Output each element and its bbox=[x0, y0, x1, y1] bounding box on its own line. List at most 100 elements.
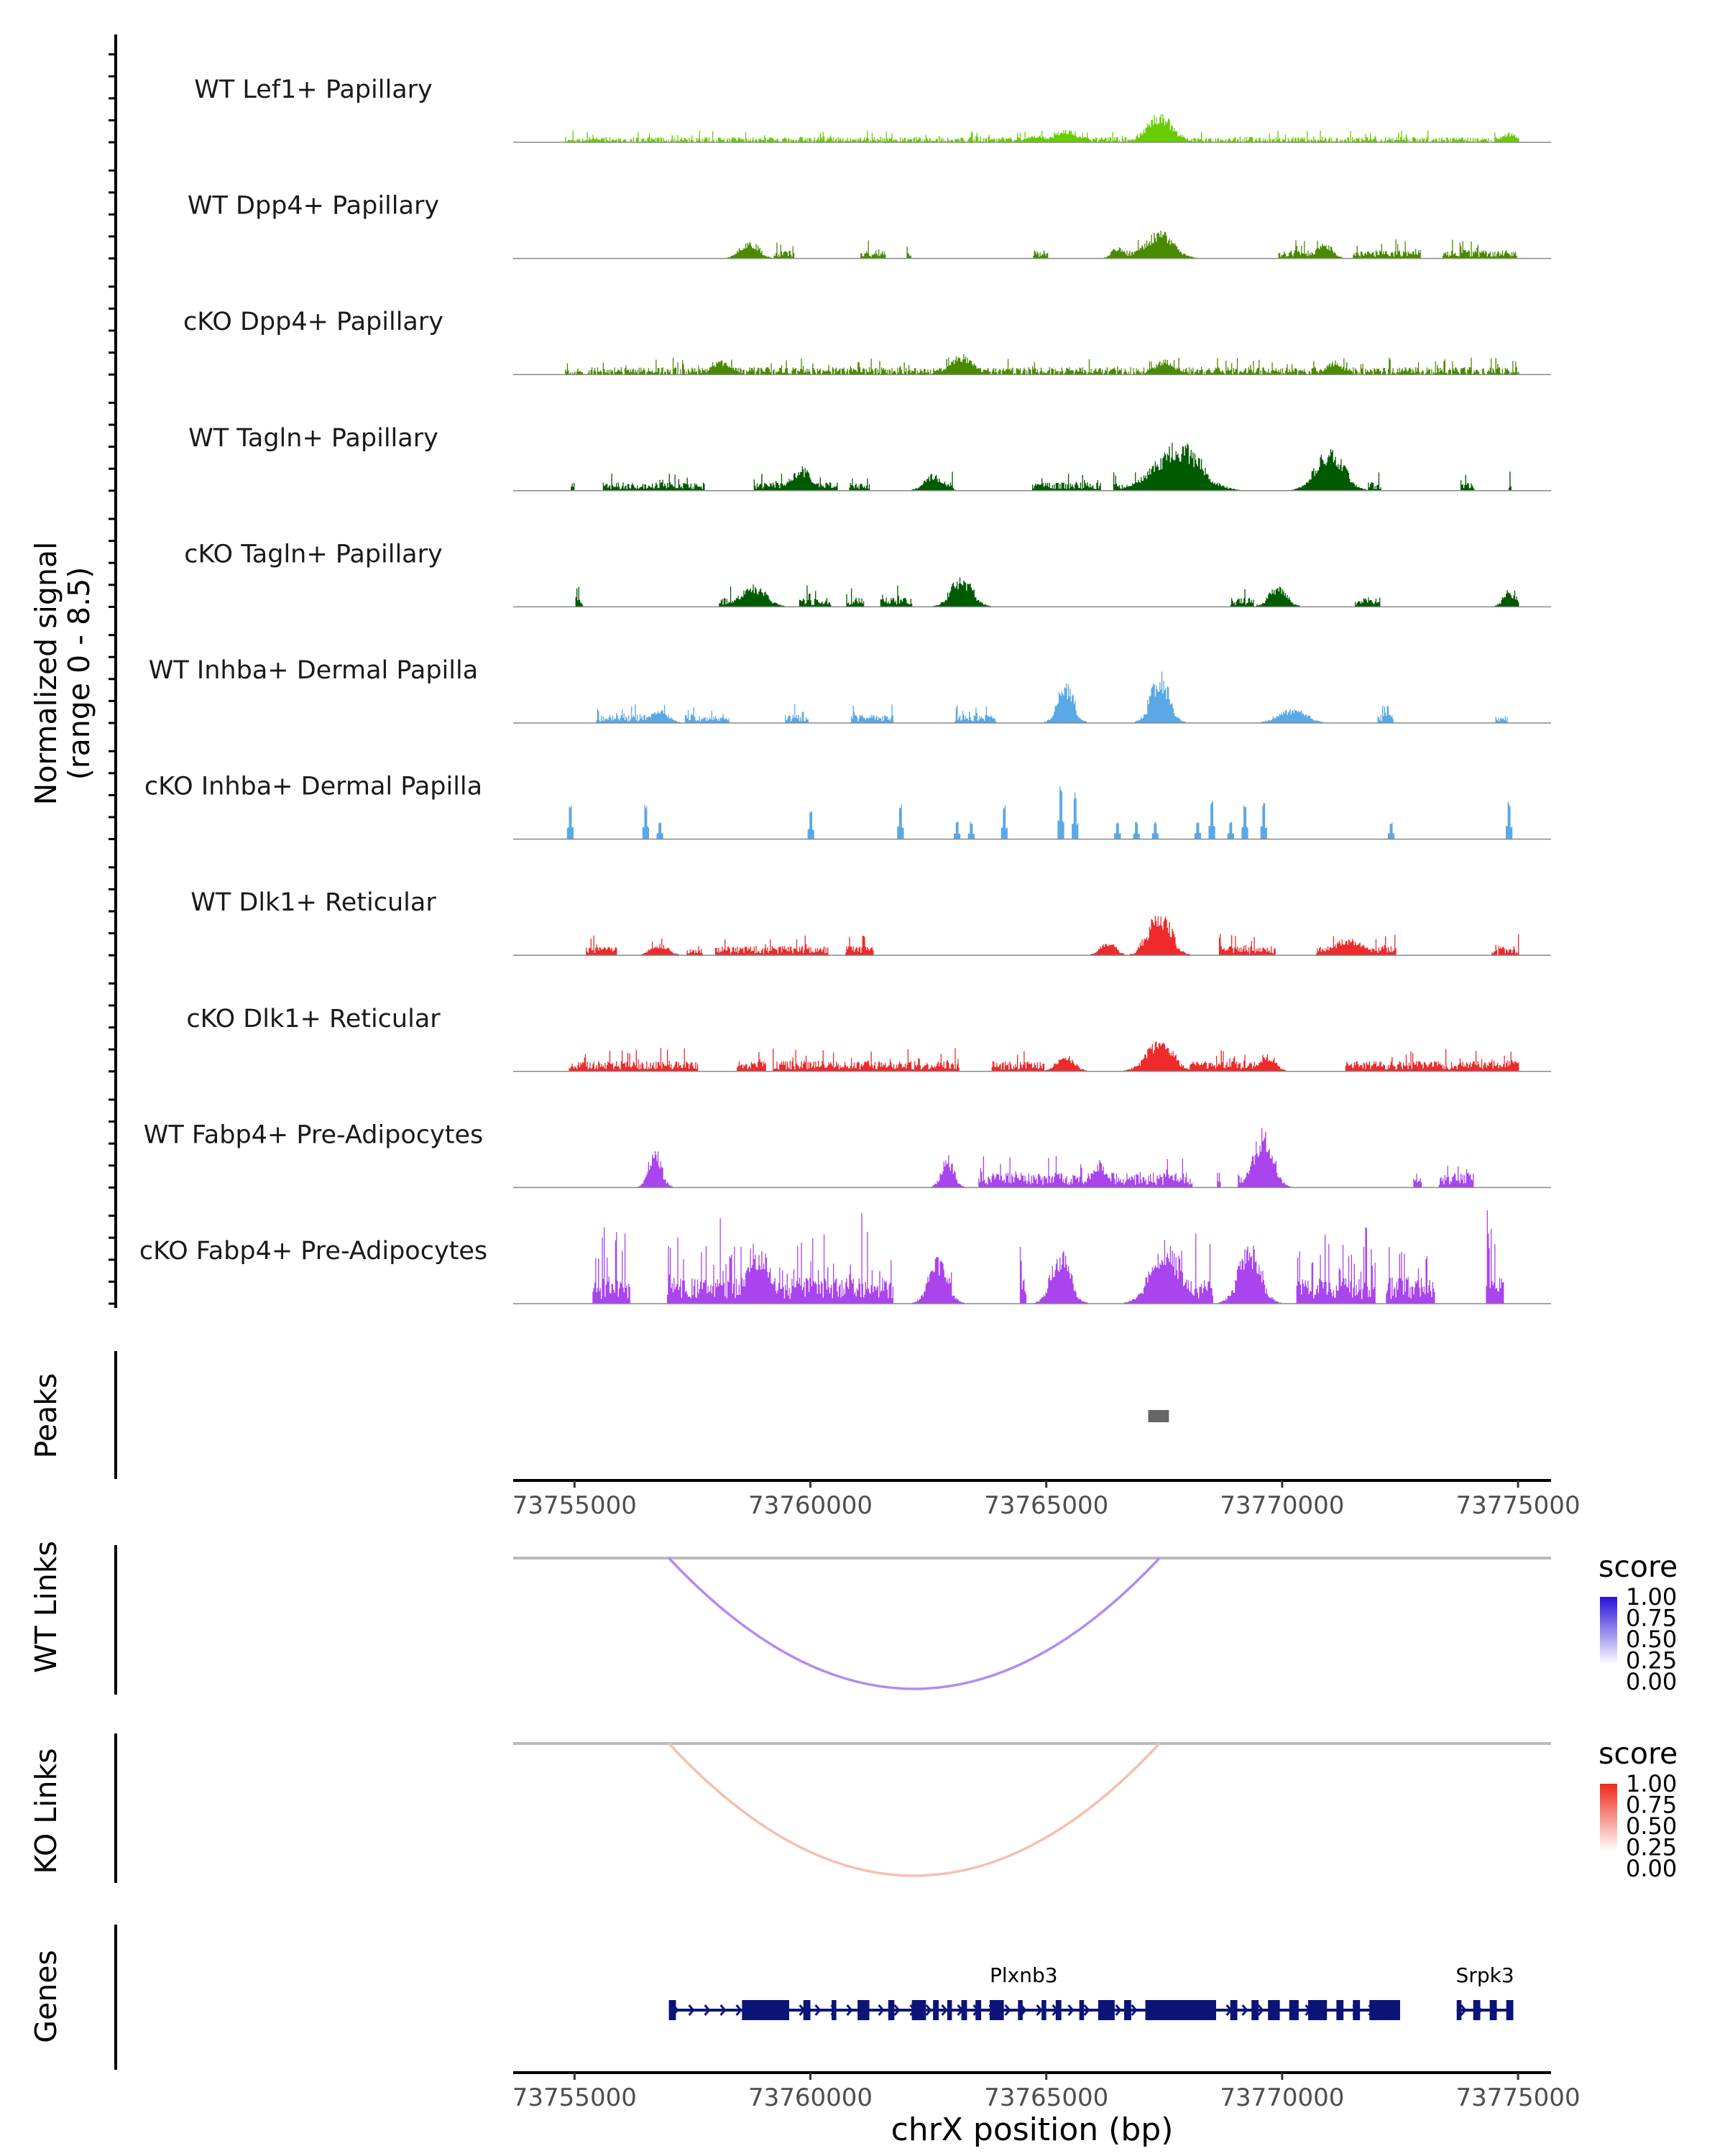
gene-name: Srpk3 bbox=[1456, 1963, 1514, 1987]
coverage-area bbox=[513, 1041, 1551, 1072]
track-label: WT Tagln+ Papillary bbox=[188, 424, 438, 453]
links-label: WT Links bbox=[29, 1541, 63, 1673]
gene-exon bbox=[888, 2000, 895, 2020]
track-label: WT Inhba+ Dermal Papilla bbox=[149, 656, 478, 685]
gene-exon bbox=[1289, 2000, 1299, 2020]
genes-label: Genes bbox=[29, 1950, 63, 2043]
strand-arrow bbox=[704, 2004, 711, 2016]
strand-arrow bbox=[814, 2004, 822, 2016]
x-tick-label: 73775000 bbox=[1456, 2083, 1581, 2112]
gene-models: Plxnb3 Srpk3 bbox=[668, 1963, 1514, 2020]
coverage-track: cKO Fabp4+ Pre-Adipocytes bbox=[139, 1210, 1551, 1304]
coverage-area bbox=[513, 671, 1551, 723]
strand-arrow bbox=[1036, 2004, 1043, 2016]
strand-arrow bbox=[878, 2004, 885, 2016]
legend-title: score bbox=[1598, 1736, 1678, 1771]
strand-arrow bbox=[688, 2004, 695, 2016]
peaks-x-ticks: 73755000 73760000 73765000 73770000 73775000 bbox=[512, 1480, 1581, 1520]
legend-tick-label: 0.25 bbox=[1626, 1647, 1677, 1674]
strand-arrow bbox=[1115, 2004, 1122, 2016]
genes-x-ticks: 73755000 73760000 73765000 73770000 73775000 bbox=[512, 2073, 1581, 2112]
strand-arrow bbox=[735, 2004, 742, 2016]
gene-exon bbox=[1098, 2000, 1115, 2020]
gene-exon bbox=[742, 2000, 789, 2020]
coverage-track: cKO Inhba+ Dermal Papilla bbox=[144, 773, 1551, 840]
gene-exon bbox=[947, 2000, 952, 2020]
strand-arrow bbox=[1241, 2004, 1248, 2016]
track-label: WT Lef1+ Papillary bbox=[194, 75, 433, 104]
gene-model: Srpk3 bbox=[1456, 1963, 1514, 2020]
track-label: cKO Fabp4+ Pre-Adipocytes bbox=[139, 1237, 487, 1266]
gene-exon bbox=[832, 2000, 837, 2020]
x-tick-label: 73765000 bbox=[984, 2083, 1108, 2112]
coverage-track: cKO Tagln+ Papillary bbox=[184, 540, 1551, 608]
strand-arrow bbox=[1004, 2004, 1011, 2016]
gene-exon bbox=[857, 2000, 870, 2020]
gene-exon bbox=[1123, 2000, 1131, 2020]
coverage-area bbox=[513, 114, 1551, 142]
strand-arrow bbox=[1131, 2004, 1138, 2016]
track-label: cKO Dlk1+ Reticular bbox=[186, 1005, 441, 1033]
coverage-track: WT Tagln+ Papillary bbox=[188, 424, 1551, 492]
track-label: cKO Dpp4+ Papillary bbox=[183, 308, 443, 336]
legend-tick-label: 1.00 bbox=[1626, 1583, 1677, 1611]
legend-tick-label: 0.00 bbox=[1626, 1668, 1677, 1695]
gene-exon bbox=[1307, 2000, 1328, 2020]
x-tick-label: 73765000 bbox=[984, 1491, 1108, 1520]
strand-arrow bbox=[1067, 2004, 1075, 2016]
x-tick-label: 73770000 bbox=[1220, 2083, 1344, 2112]
gene-exon bbox=[668, 2000, 676, 2020]
legend-colorbar bbox=[1600, 1597, 1617, 1664]
track-label: cKO Inhba+ Dermal Papilla bbox=[144, 773, 482, 801]
coverage-y-label-line2: (range 0 - 8.5) bbox=[62, 567, 96, 780]
coverage-track: WT Dpp4+ Papillary bbox=[188, 192, 1551, 259]
coverage-y-label-line1: Normalized signal bbox=[29, 542, 63, 806]
coverage-area bbox=[513, 1128, 1551, 1188]
gene-exon bbox=[1018, 2000, 1023, 2020]
gene-exon bbox=[1268, 2000, 1280, 2020]
gene-exon bbox=[1230, 2000, 1238, 2020]
gene-exon bbox=[911, 2000, 926, 2020]
links-label: KO Links bbox=[29, 1748, 63, 1874]
legend-tick-label: 1.00 bbox=[1626, 1770, 1677, 1797]
gene-exon bbox=[1079, 2000, 1085, 2020]
gene-exon bbox=[1041, 2000, 1046, 2020]
coverage-tracks: WT Lef1+ Papillary WT Dpp4+ Papillary cKO … bbox=[139, 75, 1551, 1304]
coverage-track: WT Dlk1+ Reticular bbox=[190, 888, 1551, 956]
gene-model: Plxnb3 bbox=[668, 1963, 1400, 2020]
link-arc bbox=[668, 1742, 1161, 1877]
strand-arrow bbox=[1083, 2004, 1090, 2016]
peak-region bbox=[1148, 1410, 1169, 1422]
coverage-track: WT Lef1+ Papillary bbox=[194, 75, 1551, 143]
coverage-panel: Normalized signal (range 0 - 8.5) WT Lef… bbox=[29, 34, 1551, 1308]
coverage-area bbox=[513, 1210, 1551, 1304]
gene-exon bbox=[803, 2000, 811, 2020]
gene-exon bbox=[933, 2000, 939, 2020]
peaks-label: Peaks bbox=[29, 1373, 63, 1459]
track-label: WT Dlk1+ Reticular bbox=[190, 888, 436, 917]
strand-arrow bbox=[925, 2004, 932, 2016]
gene-exon bbox=[1473, 2000, 1481, 2020]
gene-exon bbox=[1251, 2000, 1259, 2020]
coverage-area bbox=[513, 916, 1551, 956]
coverage-y-ticks bbox=[109, 53, 116, 1305]
link-arc bbox=[668, 1557, 1161, 1690]
legend-colorbar bbox=[1600, 1784, 1617, 1851]
gene-name: Plxnb3 bbox=[990, 1963, 1058, 1987]
legend-tick-label: 0.50 bbox=[1626, 1812, 1677, 1840]
gene-exon bbox=[1369, 2000, 1400, 2020]
strand-arrow bbox=[941, 2004, 948, 2016]
gene-exon bbox=[1353, 2000, 1361, 2020]
x-tick-label: 73760000 bbox=[748, 1491, 873, 1520]
strand-arrow bbox=[893, 2004, 901, 2016]
strand-arrow bbox=[1460, 2004, 1467, 2016]
coverage-area bbox=[513, 354, 1551, 375]
peak-regions bbox=[1148, 1410, 1169, 1422]
track-label: cKO Tagln+ Papillary bbox=[184, 540, 443, 568]
